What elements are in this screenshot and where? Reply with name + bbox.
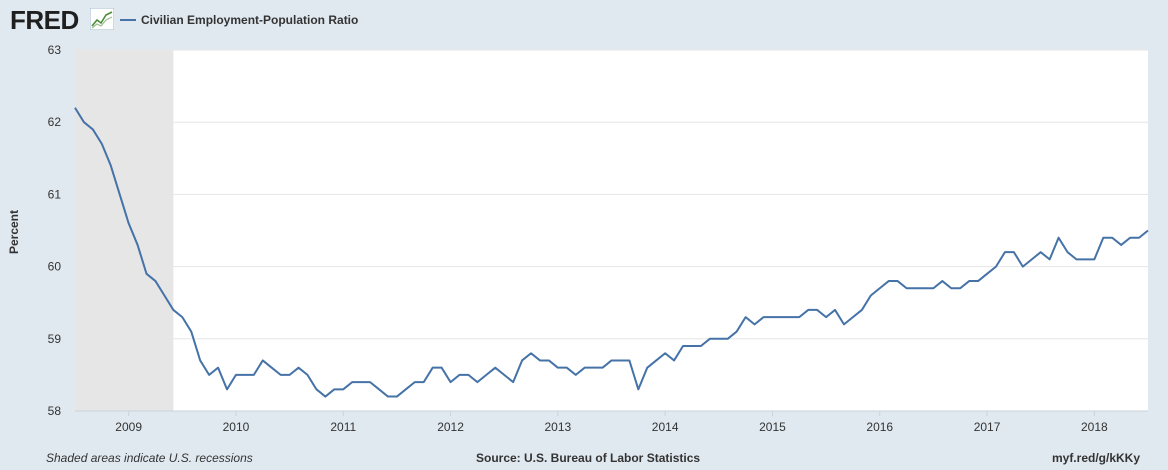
chart-line-icon	[90, 8, 114, 30]
x-tick-label: 2018	[1081, 420, 1108, 434]
recession-bands	[75, 50, 174, 411]
y-axis-label: Percent	[7, 209, 21, 255]
plot-area	[75, 50, 1148, 411]
legend-label: Civilian Employment-Population Ratio	[141, 13, 359, 27]
y-tick-label: 61	[48, 187, 62, 201]
chart-header: FRED Civilian Employment-Population Rati…	[0, 0, 1168, 40]
y-axis-ticks: 58 59 60 61 62 63	[48, 43, 62, 418]
y-tick-label: 62	[48, 115, 62, 129]
chart-legend[interactable]: Civilian Employment-Population Ratio	[120, 10, 358, 30]
y-tick-label: 60	[48, 260, 62, 274]
x-tick-label: 2009	[115, 420, 142, 434]
x-tick-label: 2010	[223, 420, 250, 434]
x-tick-label: 2015	[759, 420, 786, 434]
x-tick-label: 2014	[652, 420, 679, 434]
y-tick-label: 58	[48, 404, 62, 418]
x-tick-label: 2013	[544, 420, 571, 434]
x-tick-label: 2012	[437, 420, 464, 434]
x-tick-label: 2011	[330, 420, 356, 434]
x-tick-label: 2016	[866, 420, 893, 434]
fred-logo[interactable]: FRED	[10, 5, 79, 35]
series-lines	[74, 107, 1149, 398]
recession-band	[75, 50, 174, 411]
y-tick-label: 59	[48, 332, 62, 346]
x-axis-ticks: 2009 2010 2011 2012 2013 2014 2015 2016 2017 2018	[75, 410, 1148, 434]
y-tick-label: 63	[48, 43, 62, 57]
short-url[interactable]: myf.red/g/kKKy	[1051, 451, 1140, 465]
recession-note: Shaded areas indicate U.S. recessions	[46, 451, 253, 465]
legend-swatch	[120, 19, 136, 21]
x-tick-label: 2017	[974, 420, 1001, 434]
series-line[interactable]	[74, 107, 1149, 398]
source-note[interactable]: Source: U.S. Bureau of Labor Statistics	[476, 451, 701, 465]
